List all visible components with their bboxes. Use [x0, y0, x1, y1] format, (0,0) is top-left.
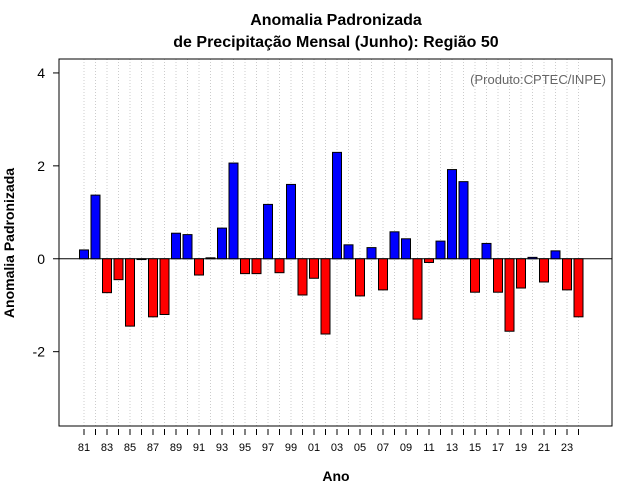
- bar-1995: [240, 258, 250, 275]
- bar-2001: [309, 258, 319, 279]
- bar-2003: [332, 151, 342, 260]
- x-tick-label: 13: [446, 442, 458, 454]
- bar-1986: [136, 258, 147, 261]
- x-tick-label: 21: [538, 442, 550, 454]
- x-axis: 81 83 85 87 89 91 93 95 97 99 01 03 05 07 09 11 13 15 17 19…: [78, 429, 579, 454]
- bar-2022: [550, 250, 561, 260]
- bar-1998: [274, 258, 285, 274]
- x-tick-label: 09: [400, 442, 412, 454]
- x-tick-label: 03: [331, 442, 343, 454]
- x-tick-label: 11: [423, 442, 434, 454]
- bar-1996: [251, 258, 262, 275]
- bar-2002: [320, 258, 331, 335]
- y-axis: -2 0 2 4: [33, 65, 59, 360]
- x-tick-label: 99: [285, 442, 297, 454]
- bar-2004: [343, 244, 354, 260]
- x-tick-label: 83: [101, 442, 113, 454]
- y-tick-label: -2: [33, 344, 46, 360]
- bar-1994: [228, 162, 239, 260]
- source-annotation: (Produto:CPTEC/INPE): [470, 72, 606, 87]
- bar-2010: [412, 258, 423, 320]
- bar-1991: [194, 258, 204, 276]
- bar-2018: [504, 258, 515, 332]
- x-tick-label: 93: [216, 442, 228, 454]
- bar-2000: [297, 258, 308, 296]
- bar-1992: [205, 257, 216, 260]
- chart-title-line1: Anomalia Padronizada: [250, 12, 422, 29]
- y-tick-label: 4: [37, 65, 45, 81]
- x-tick-label: 97: [262, 442, 274, 454]
- bar-1990: [182, 234, 193, 260]
- grid-lines: [83, 59, 579, 426]
- bar-1989: [171, 232, 181, 260]
- bar-1982: [90, 194, 101, 260]
- bar-2016: [481, 242, 492, 260]
- bar-1984: [113, 258, 124, 281]
- x-tick-label: 23: [561, 442, 573, 454]
- chart-title-line2: de Precipitação Mensal (Junho): Região 5…: [173, 34, 499, 51]
- bar-2019: [516, 258, 526, 289]
- x-tick-label: 81: [78, 442, 90, 454]
- x-tick-label: 19: [515, 442, 527, 454]
- x-tick-label: 05: [354, 442, 366, 454]
- bars: [79, 151, 584, 335]
- bar-2009: [401, 238, 411, 260]
- y-tick-label: 2: [37, 158, 45, 174]
- x-tick-label: 95: [239, 442, 251, 454]
- bar-2008: [389, 231, 400, 260]
- bar-1981: [79, 249, 89, 260]
- x-tick-label: 87: [147, 442, 159, 454]
- bar-2006: [366, 247, 377, 260]
- bar-1985: [125, 258, 135, 327]
- plot-frame: [58, 58, 613, 427]
- x-tick-label: 07: [377, 442, 389, 454]
- bar-1993: [217, 227, 227, 260]
- bar-2020: [527, 256, 538, 260]
- bar-2011: [424, 258, 434, 263]
- x-tick-label: 89: [170, 442, 182, 454]
- bar-1987: [148, 258, 158, 318]
- x-tick-label: 15: [469, 442, 481, 454]
- bar-2005: [355, 258, 365, 297]
- bar-2024: [573, 258, 584, 318]
- bar-2015: [470, 258, 480, 293]
- y-tick-label: 0: [37, 251, 45, 267]
- bar-1999: [286, 183, 296, 260]
- bar-2017: [493, 258, 503, 293]
- bar-2012: [435, 240, 446, 260]
- bar-1988: [159, 258, 170, 316]
- bar-2021: [539, 258, 549, 283]
- bar-2014: [458, 181, 469, 260]
- bar-1983: [102, 258, 112, 294]
- x-tick-label: 17: [492, 442, 504, 454]
- x-tick-label: 91: [193, 442, 205, 454]
- x-axis-label: Ano: [322, 468, 349, 484]
- bar-1997: [263, 203, 273, 260]
- y-axis-label: Anomalia Padronizada: [1, 168, 17, 318]
- bar-2023: [562, 258, 572, 291]
- bar-2013: [447, 169, 457, 260]
- x-tick-label: 85: [124, 442, 136, 454]
- bar-2007: [378, 258, 388, 291]
- x-tick-label: 01: [308, 442, 320, 454]
